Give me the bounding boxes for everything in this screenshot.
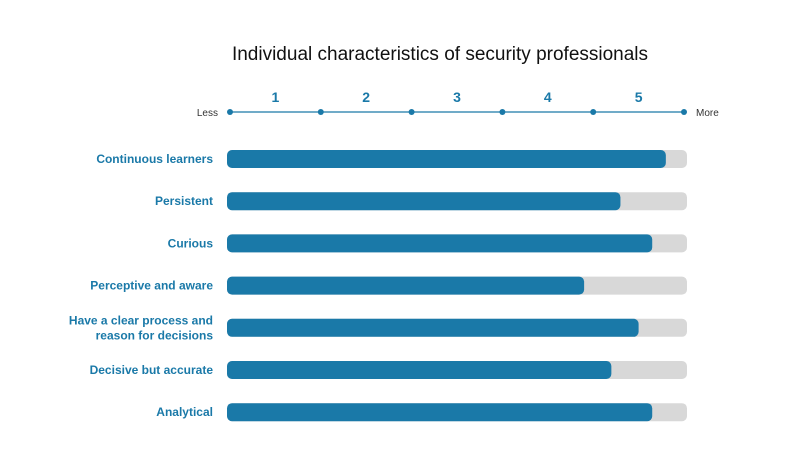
scale-tick-label: 2 xyxy=(362,89,370,105)
scale-tick-labels: 1 2 3 4 5 xyxy=(272,89,643,105)
scale-tick-label: 4 xyxy=(544,89,552,105)
bar xyxy=(227,234,653,253)
category-label: Decisive but accurate xyxy=(90,363,214,377)
category-label-line: Analytical xyxy=(156,405,213,419)
category-label-line: Perceptive and aware xyxy=(90,279,213,293)
scale-axis-dot xyxy=(408,109,415,115)
bar xyxy=(227,276,585,295)
scale-axis-dot xyxy=(499,109,506,115)
category-label-line: Have a clear process and xyxy=(69,313,213,327)
category-label-line: reason for decisions xyxy=(96,328,214,342)
scale-axis-dot xyxy=(590,109,597,115)
category-label: Continuous learners xyxy=(96,152,213,166)
bar xyxy=(227,403,653,422)
category-label-line: Continuous learners xyxy=(96,152,213,166)
scale-tick-label: 3 xyxy=(453,89,461,105)
bar xyxy=(227,318,639,337)
scale-tick-label: 1 xyxy=(272,89,280,105)
bar xyxy=(227,150,666,168)
category-label: Perceptive and aware xyxy=(90,279,213,293)
category-label: Analytical xyxy=(156,405,213,419)
scale-min-label: Less xyxy=(197,108,218,119)
category-label: Have a clear process and reason for decis… xyxy=(69,313,213,342)
category-label: Curious xyxy=(168,236,214,250)
scale-max-label: More xyxy=(696,108,719,119)
scale-axis-dots xyxy=(227,109,687,115)
bar xyxy=(227,361,612,379)
category-label-line: Persistent xyxy=(155,194,213,208)
bar xyxy=(227,192,621,211)
scale-axis-dot xyxy=(317,109,324,115)
category-labels: Continuous learners Persistent Curious Perc… xyxy=(69,152,213,419)
scale-axis-dot xyxy=(227,109,233,115)
category-label-line: Decisive but accurate xyxy=(90,363,214,377)
category-label: Persistent xyxy=(155,194,213,208)
scale-axis-dot xyxy=(681,109,687,115)
bars-group xyxy=(227,150,687,422)
scale-tick-label: 5 xyxy=(635,89,643,105)
scale-axis: Less More 1 2 3 4 5 xyxy=(197,89,719,119)
chart-title: Individual characteristics of security p… xyxy=(232,44,648,65)
category-label-line: Curious xyxy=(168,236,214,250)
